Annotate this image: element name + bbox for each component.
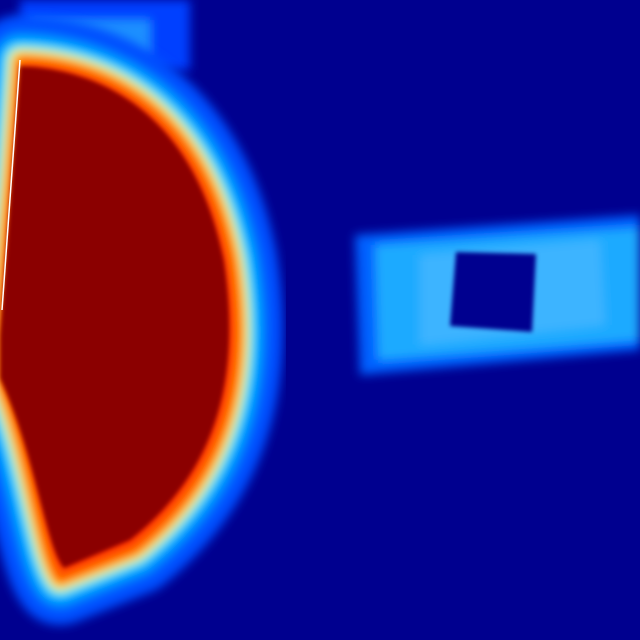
- blob-core: [0, 66, 230, 568]
- band-hole: [450, 252, 536, 332]
- edge-line: [1, 59, 21, 311]
